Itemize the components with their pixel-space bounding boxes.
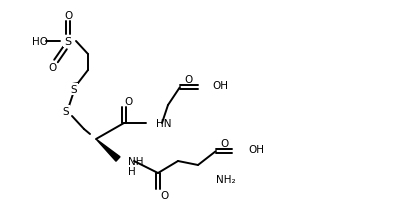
- Text: H: H: [128, 166, 136, 176]
- Text: O: O: [184, 75, 192, 85]
- Text: O: O: [48, 63, 56, 73]
- Polygon shape: [96, 139, 120, 162]
- Text: OH: OH: [212, 81, 228, 91]
- Text: O: O: [64, 11, 72, 21]
- Text: HO: HO: [32, 37, 48, 47]
- Text: O: O: [160, 190, 168, 200]
- Text: S: S: [71, 85, 77, 95]
- Text: NH: NH: [128, 156, 144, 166]
- Text: O: O: [220, 138, 228, 148]
- Text: HN: HN: [156, 118, 171, 128]
- Text: O: O: [124, 97, 132, 107]
- Text: OH: OH: [248, 144, 264, 154]
- Text: NH₂: NH₂: [216, 174, 236, 184]
- Text: S: S: [64, 37, 71, 47]
- Text: S: S: [63, 107, 69, 116]
